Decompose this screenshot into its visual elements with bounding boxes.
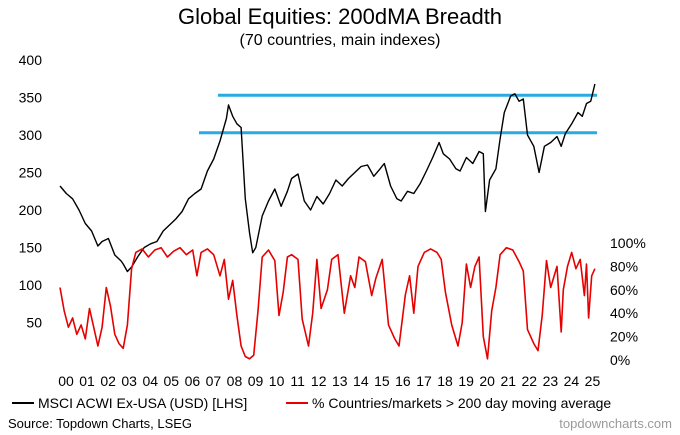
chart-title: Global Equities: 200dMA Breadth: [178, 4, 502, 29]
left-tick-label: 350: [19, 90, 43, 106]
x-tick-label: 15: [374, 373, 390, 389]
left-tick-label: 400: [19, 52, 43, 68]
x-tick-label: 10: [269, 373, 285, 389]
right-tick-label: 100%: [610, 235, 646, 251]
x-tick-label: 05: [164, 373, 180, 389]
x-tick-label: 19: [458, 373, 474, 389]
x-tick-label: 02: [100, 373, 116, 389]
x-tick-label: 24: [564, 373, 580, 389]
series-line-msci: [59, 83, 596, 273]
x-tick-label: 08: [227, 373, 243, 389]
right-tick-label: 20%: [610, 329, 638, 345]
chart-subtitle: (70 countries, main indexes): [240, 32, 441, 49]
left-tick-label: 200: [19, 202, 43, 218]
x-tick-label: 11: [290, 373, 305, 389]
x-axis: 00 01 02 03 04 05 06 07 08 09 10 11 12 13 14 15 16 17 18 19…: [58, 373, 600, 389]
x-tick-label: 03: [121, 373, 137, 389]
x-tick-label: 09: [248, 373, 264, 389]
source-note: Source: Topdown Charts, LSEG: [8, 416, 192, 431]
series-line-breadth: [59, 246, 596, 360]
x-tick-label: 17: [416, 373, 432, 389]
right-tick-label: 0%: [610, 352, 630, 368]
x-tick-label: 06: [185, 373, 201, 389]
legend: MSCI ACWI Ex-USA (USD) [LHS] % Countries…: [12, 395, 611, 411]
left-tick-label: 150: [19, 240, 43, 256]
right-axis: 0% 20% 40% 60% 80% 100%: [610, 235, 646, 368]
x-tick-label: 22: [522, 373, 538, 389]
x-tick-label: 04: [142, 373, 158, 389]
x-tick-label: 20: [479, 373, 495, 389]
x-tick-label: 13: [332, 373, 348, 389]
legend-label-breadth: % Countries/markets > 200 day moving ave…: [312, 395, 611, 411]
right-tick-label: 40%: [610, 305, 638, 321]
x-tick-label: 14: [353, 373, 369, 389]
left-tick-label: 250: [19, 165, 43, 181]
legend-label-msci: MSCI ACWI Ex-USA (USD) [LHS]: [38, 395, 247, 411]
left-axis: 50 100 150 200 250 300 350 400: [19, 52, 43, 331]
x-tick-label: 21: [500, 373, 516, 389]
left-tick-label: 100: [19, 277, 43, 293]
reference-lines: [198, 93, 597, 135]
x-tick-label: 00: [58, 373, 74, 389]
left-tick-label: 300: [19, 127, 43, 143]
x-tick-label: 16: [395, 373, 411, 389]
x-tick-label: 07: [206, 373, 222, 389]
x-tick-label: 18: [437, 373, 453, 389]
x-tick-label: 23: [543, 373, 559, 389]
series-layer: [59, 83, 596, 360]
right-tick-label: 60%: [610, 282, 638, 298]
left-tick-label: 50: [26, 315, 42, 331]
right-tick-label: 80%: [610, 258, 638, 274]
x-tick-label: 12: [311, 373, 327, 389]
x-tick-label: 01: [79, 373, 95, 389]
watermark: topdowncharts.com: [559, 416, 672, 431]
x-tick-label: 25: [585, 373, 601, 389]
